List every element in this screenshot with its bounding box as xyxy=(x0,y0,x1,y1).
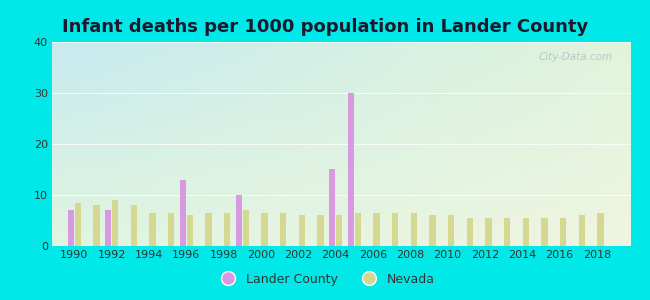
Bar xyxy=(131,205,137,246)
Bar xyxy=(560,218,566,246)
Bar xyxy=(280,213,287,246)
Bar xyxy=(355,213,361,246)
Bar xyxy=(224,213,230,246)
Bar xyxy=(486,218,491,246)
Bar xyxy=(523,218,529,246)
Bar xyxy=(392,213,398,246)
Bar xyxy=(348,93,354,246)
Bar xyxy=(578,215,585,246)
Text: Infant deaths per 1000 population in Lander County: Infant deaths per 1000 population in Lan… xyxy=(62,18,588,36)
Bar xyxy=(187,215,193,246)
Bar xyxy=(235,195,242,246)
Bar xyxy=(179,180,186,246)
Bar xyxy=(299,215,305,246)
Bar xyxy=(373,213,380,246)
Bar xyxy=(112,200,118,246)
Bar xyxy=(597,213,604,246)
Bar xyxy=(75,203,81,246)
Bar xyxy=(205,213,212,246)
Bar xyxy=(467,218,473,246)
Bar xyxy=(504,218,510,246)
Bar xyxy=(411,213,417,246)
Legend: Lander County, Nevada: Lander County, Nevada xyxy=(211,268,439,291)
Bar xyxy=(105,210,111,246)
Bar xyxy=(94,205,100,246)
Bar xyxy=(448,215,454,246)
Bar xyxy=(242,210,249,246)
Bar xyxy=(261,213,268,246)
Bar xyxy=(68,210,74,246)
Bar xyxy=(336,215,343,246)
Bar xyxy=(317,215,324,246)
Text: City-Data.com: City-Data.com xyxy=(539,52,613,62)
Bar xyxy=(329,169,335,246)
Bar xyxy=(168,213,174,246)
Bar xyxy=(541,218,548,246)
Bar xyxy=(429,215,436,246)
Bar xyxy=(150,213,156,246)
